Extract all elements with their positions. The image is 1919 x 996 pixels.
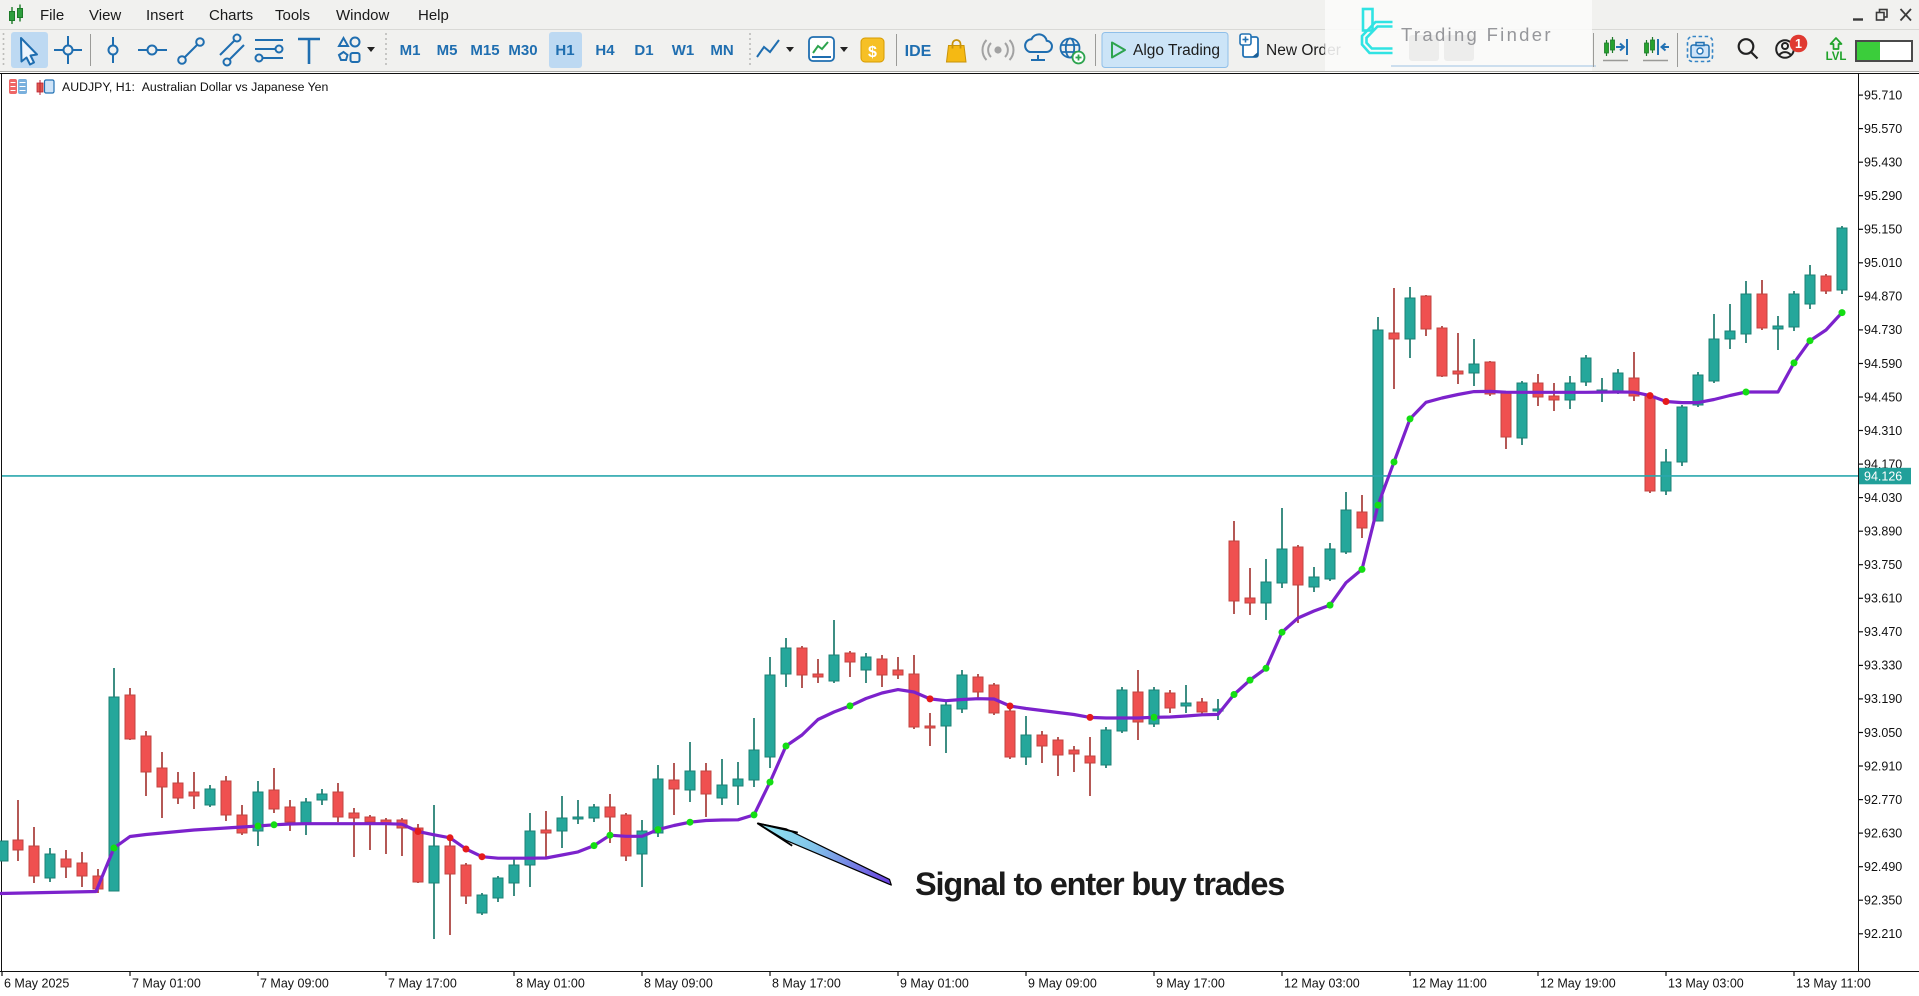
svg-text:Algo Trading: Algo Trading: [1133, 42, 1220, 59]
svg-text:94.730: 94.730: [1864, 323, 1902, 337]
svg-text:H4: H4: [595, 42, 615, 59]
svg-text:M5: M5: [437, 42, 458, 59]
svg-text:94.126: 94.126: [1864, 470, 1902, 484]
svg-text:View: View: [89, 7, 121, 24]
svg-text:7 May 01:00: 7 May 01:00: [132, 977, 201, 991]
svg-text:Tools: Tools: [275, 7, 310, 24]
svg-text:94.590: 94.590: [1864, 357, 1902, 371]
svg-text:93.050: 93.050: [1864, 726, 1902, 740]
svg-text:D1: D1: [634, 42, 653, 59]
svg-text:92.490: 92.490: [1864, 860, 1902, 874]
svg-text:95.570: 95.570: [1864, 122, 1902, 136]
svg-text:Charts: Charts: [209, 7, 253, 24]
svg-text:6 May 2025: 6 May 2025: [4, 977, 69, 991]
svg-text:93.610: 93.610: [1864, 592, 1902, 606]
svg-text:93.750: 93.750: [1864, 558, 1902, 572]
svg-text:1: 1: [1795, 37, 1802, 51]
svg-text:8 May 09:00: 8 May 09:00: [644, 977, 713, 991]
svg-text:Window: Window: [336, 7, 390, 24]
svg-text:Signal to enter buy trades: Signal to enter buy trades: [915, 866, 1284, 902]
svg-text:H1: H1: [555, 42, 574, 59]
svg-text:94.310: 94.310: [1864, 424, 1902, 438]
svg-text:92.630: 92.630: [1864, 826, 1902, 840]
svg-text:File: File: [40, 7, 64, 24]
svg-text:M1: M1: [400, 42, 421, 59]
svg-text:92.210: 92.210: [1864, 927, 1902, 941]
svg-text:93.890: 93.890: [1864, 525, 1902, 539]
svg-text:92.770: 92.770: [1864, 793, 1902, 807]
svg-text:$: $: [868, 44, 877, 61]
svg-text:MN: MN: [710, 42, 733, 59]
svg-text:94.870: 94.870: [1864, 290, 1902, 304]
svg-text:93.190: 93.190: [1864, 692, 1902, 706]
svg-text:IDE: IDE: [905, 43, 932, 60]
svg-text:92.350: 92.350: [1864, 894, 1902, 908]
svg-text:95.290: 95.290: [1864, 189, 1902, 203]
svg-text:8 May 01:00: 8 May 01:00: [516, 977, 585, 991]
svg-text:13 May 03:00: 13 May 03:00: [1668, 977, 1744, 991]
svg-text:LVL: LVL: [1826, 51, 1847, 63]
svg-text:Help: Help: [418, 7, 449, 24]
svg-text:8 May 17:00: 8 May 17:00: [772, 977, 841, 991]
svg-text:93.330: 93.330: [1864, 659, 1902, 673]
svg-text:New Order: New Order: [1266, 42, 1341, 59]
svg-text:12 May 11:00: 12 May 11:00: [1412, 977, 1487, 991]
svg-text:7 May 17:00: 7 May 17:00: [388, 977, 457, 991]
svg-text:13 May 11:00: 13 May 11:00: [1796, 977, 1871, 991]
svg-text:94.450: 94.450: [1864, 390, 1902, 404]
svg-text:9 May 17:00: 9 May 17:00: [1156, 977, 1225, 991]
svg-text:92.910: 92.910: [1864, 759, 1902, 773]
svg-text:AUDJPY, H1: Australian Dollar: AUDJPY, H1: Australian Dollar vs Japanes…: [62, 80, 329, 94]
svg-text:95.150: 95.150: [1864, 223, 1902, 237]
svg-text:Insert: Insert: [146, 7, 184, 24]
svg-text:12 May 19:00: 12 May 19:00: [1540, 977, 1616, 991]
svg-text:W1: W1: [672, 42, 695, 59]
svg-text:M15: M15: [470, 42, 499, 59]
svg-text:M30: M30: [508, 42, 537, 59]
svg-text:12 May 03:00: 12 May 03:00: [1284, 977, 1360, 991]
svg-text:Trading Finder: Trading Finder: [1401, 24, 1553, 45]
svg-text:94.030: 94.030: [1864, 491, 1902, 505]
svg-text:93.470: 93.470: [1864, 625, 1902, 639]
svg-text:95.710: 95.710: [1864, 88, 1902, 102]
svg-text:7 May 09:00: 7 May 09:00: [260, 977, 329, 991]
svg-text:95.430: 95.430: [1864, 156, 1902, 170]
svg-text:95.010: 95.010: [1864, 256, 1902, 270]
svg-text:9 May 09:00: 9 May 09:00: [1028, 977, 1097, 991]
svg-text:9 May 01:00: 9 May 01:00: [900, 977, 969, 991]
